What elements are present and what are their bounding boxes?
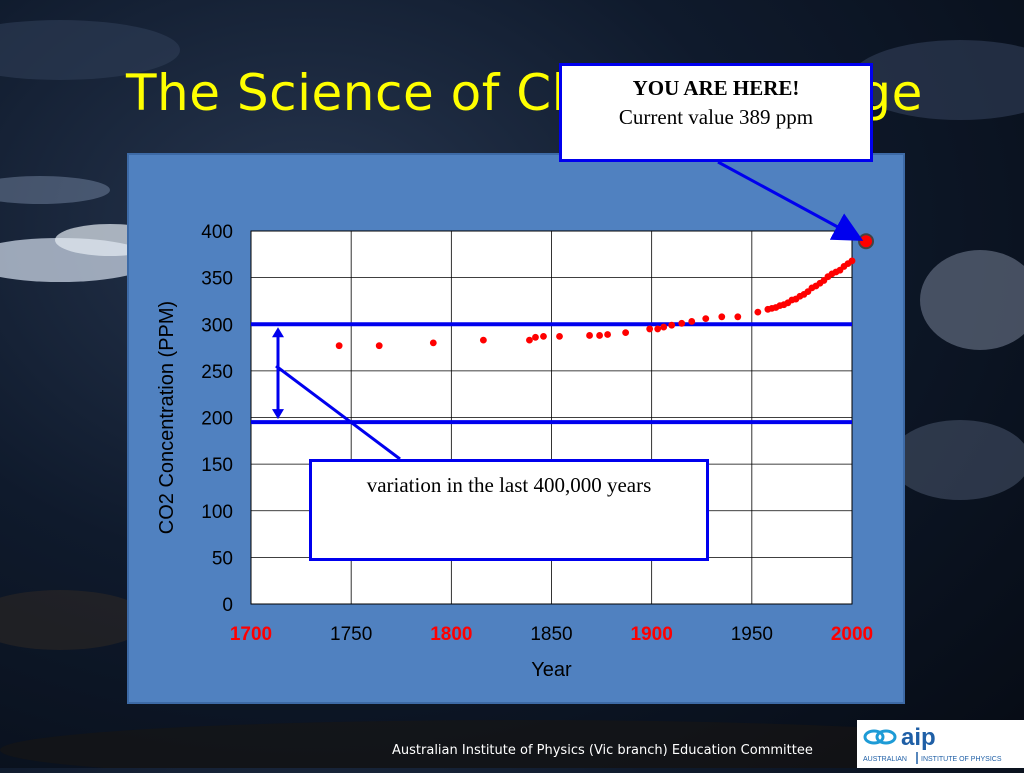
footer-text: Australian Institute of Physics (Vic bra…: [392, 743, 813, 758]
data-point: [654, 325, 662, 333]
x-axis-label: Year: [531, 659, 572, 681]
data-point: [604, 331, 611, 338]
y-tick-label: 400: [201, 222, 233, 243]
data-point: [479, 336, 487, 344]
y-tick-label: 0: [222, 595, 233, 616]
data-point: [848, 257, 856, 265]
data-point: [646, 325, 654, 333]
y-tick-label: 250: [201, 362, 233, 383]
logo-left-text: AUSTRALIAN: [863, 756, 907, 763]
x-tick-label: 1900: [631, 624, 673, 645]
variation-callout: variation in the last 400,000 years: [309, 459, 709, 561]
you-are-here-callout: YOU ARE HERE! Current value 389 ppm: [559, 63, 873, 162]
aip-swirl-icon: [863, 729, 897, 745]
y-tick-label: 150: [201, 455, 233, 476]
y-tick-label: 350: [201, 269, 233, 290]
data-point: [754, 308, 762, 316]
current-value-text: Current value 389 ppm: [618, 105, 814, 129]
current-value-point: [858, 233, 875, 250]
data-point: [678, 319, 686, 327]
data-point: [586, 332, 593, 339]
x-tick-label: 1800: [430, 624, 472, 645]
data-point: [688, 318, 696, 325]
x-tick-label: 1850: [530, 624, 572, 645]
data-point: [718, 313, 726, 321]
data-point: [375, 342, 383, 350]
range-arrow-head: [272, 327, 284, 338]
data-point: [596, 332, 603, 339]
y-tick-label: 50: [212, 548, 233, 569]
variation-text: variation in the last 400,000 years: [366, 473, 652, 497]
data-point: [622, 329, 630, 337]
data-point: [335, 342, 343, 350]
x-tick-label: 2000: [831, 624, 873, 645]
y-tick-label: 200: [201, 409, 233, 430]
data-point: [526, 336, 533, 344]
aip-logo-graphic: aip AUSTRALIAN INSTITUTE OF PHYSICS: [863, 724, 1002, 764]
y-tick-label: 100: [201, 502, 233, 523]
co2-chart: 0 50 100 150 200 250 300 350 400 1700 1750 1800 1850…: [156, 222, 875, 681]
data-point: [532, 333, 539, 341]
logo-acronym: aip: [901, 724, 936, 751]
data-point: [429, 339, 437, 347]
y-tick-label: 300: [201, 315, 233, 336]
data-point: [660, 323, 668, 331]
data-point: [540, 332, 547, 340]
y-axis-label: CO2 Concentration (PPM): [156, 301, 178, 534]
x-tick-label: 1700: [230, 624, 272, 645]
data-point: [702, 315, 710, 323]
aip-logo: aip AUSTRALIAN INSTITUTE OF PHYSICS: [857, 720, 1024, 768]
x-tick-label: 1950: [731, 624, 773, 645]
x-tick-label: 1750: [330, 624, 372, 645]
you-are-here-title: YOU ARE HERE!: [632, 76, 800, 100]
data-point: [556, 332, 563, 340]
data-point: [734, 313, 742, 321]
data-point: [668, 321, 676, 329]
logo-right-text: INSTITUTE OF PHYSICS: [921, 756, 1002, 763]
chart-panel: 0 50 100 150 200 250 300 350 400 1700 1750 1800 1850…: [127, 153, 905, 704]
